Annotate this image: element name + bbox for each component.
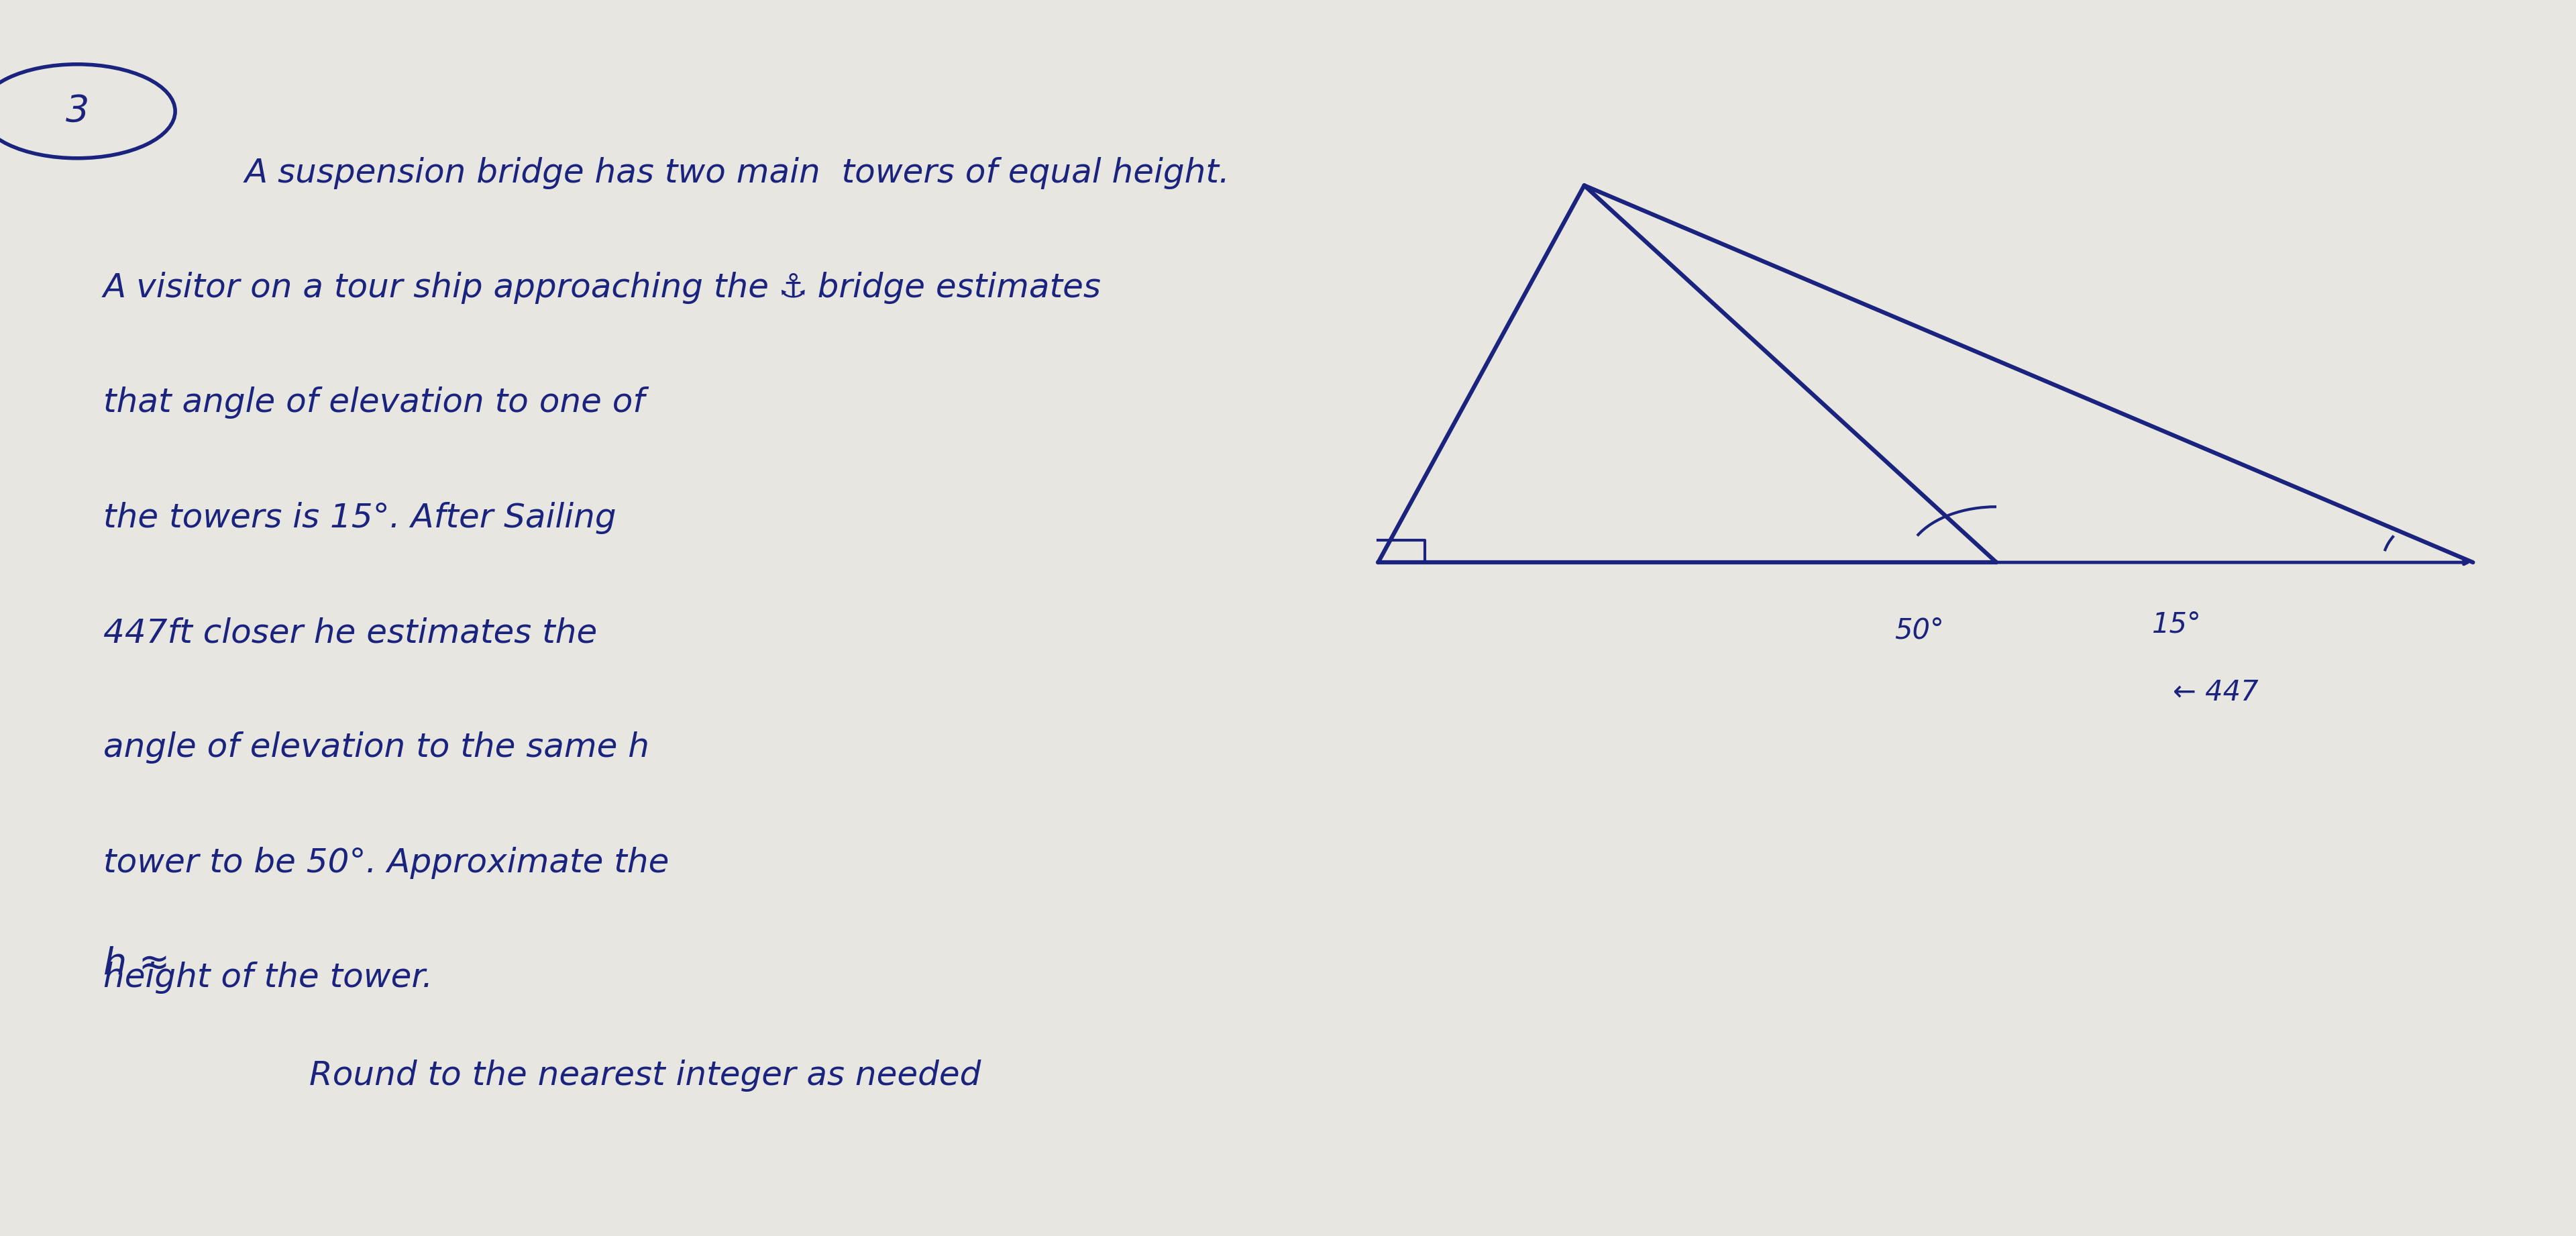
Text: 15°: 15° — [2151, 611, 2202, 638]
Text: height of the tower.: height of the tower. — [103, 962, 433, 994]
Text: A visitor on a tour ship approaching the ⚓ bridge estimates: A visitor on a tour ship approaching the… — [103, 272, 1100, 304]
Text: that angle of elevation to one of: that angle of elevation to one of — [103, 387, 644, 419]
Text: the towers is 15°. After Sailing: the towers is 15°. After Sailing — [103, 502, 616, 534]
Text: tower to be 50°. Approximate the: tower to be 50°. Approximate the — [103, 847, 670, 879]
Text: 447ft closer he estimates the: 447ft closer he estimates the — [103, 617, 598, 649]
Text: A suspension bridge has two main  towers of equal height.: A suspension bridge has two main towers … — [245, 157, 1231, 189]
Text: 3: 3 — [64, 94, 90, 129]
Text: 50°: 50° — [1893, 617, 1945, 644]
Text: angle of elevation to the same h: angle of elevation to the same h — [103, 732, 649, 764]
Text: Round to the nearest integer as needed: Round to the nearest integer as needed — [309, 1059, 981, 1091]
Text: ← 447: ← 447 — [2172, 679, 2259, 706]
Text: h ≈: h ≈ — [103, 947, 170, 981]
